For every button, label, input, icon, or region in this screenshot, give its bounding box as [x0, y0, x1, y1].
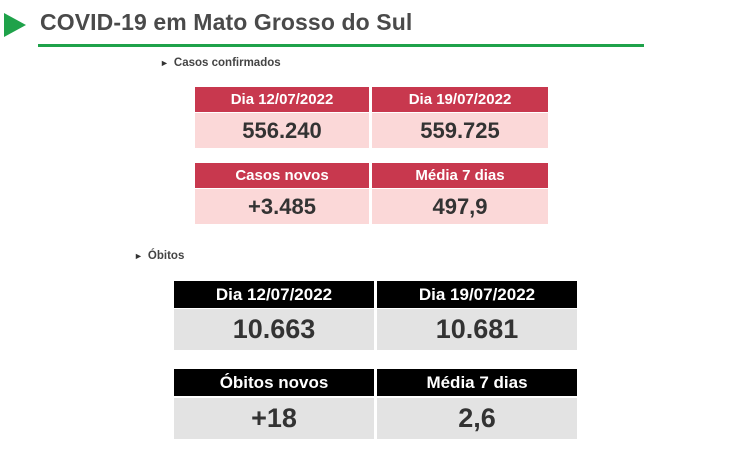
section-label-text: Casos confirmados	[173, 57, 281, 69]
page-header: COVID-19 em Mato Grosso do Sul	[0, 0, 753, 50]
cases-date1-value: 556.240	[195, 113, 369, 148]
cases-avg-header: Média 7 dias	[372, 163, 548, 188]
cases-new-value: +3.485	[195, 189, 369, 224]
cases-date1-header: Dia 12/07/2022	[195, 87, 369, 112]
small-triangle-icon: ►	[160, 58, 169, 68]
page-title: COVID-19 em Mato Grosso do Sul	[40, 9, 413, 35]
small-triangle-icon: ►	[134, 251, 143, 261]
section-label-obitos: ► Óbitos	[134, 250, 184, 262]
section-label-text: Óbitos	[147, 250, 185, 262]
deaths-new-value: +18	[174, 398, 374, 439]
cases-new-header: Casos novos	[195, 163, 369, 188]
deaths-date2-header: Dia 19/07/2022	[377, 281, 577, 308]
deaths-avg-header: Média 7 dias	[377, 369, 577, 396]
deaths-date2-value: 10.681	[377, 309, 577, 350]
cases-date2-value: 559.725	[372, 113, 548, 148]
title-divider	[38, 44, 644, 47]
play-triangle-icon	[4, 13, 26, 37]
deaths-date1-value: 10.663	[174, 309, 374, 350]
deaths-avg-value: 2,6	[377, 398, 577, 439]
cases-date2-header: Dia 19/07/2022	[372, 87, 548, 112]
deaths-new-header: Óbitos novos	[174, 369, 374, 396]
cases-avg-value: 497,9	[372, 189, 548, 224]
deaths-date1-header: Dia 12/07/2022	[174, 281, 374, 308]
section-label-casos: ► Casos confirmados	[160, 57, 281, 69]
